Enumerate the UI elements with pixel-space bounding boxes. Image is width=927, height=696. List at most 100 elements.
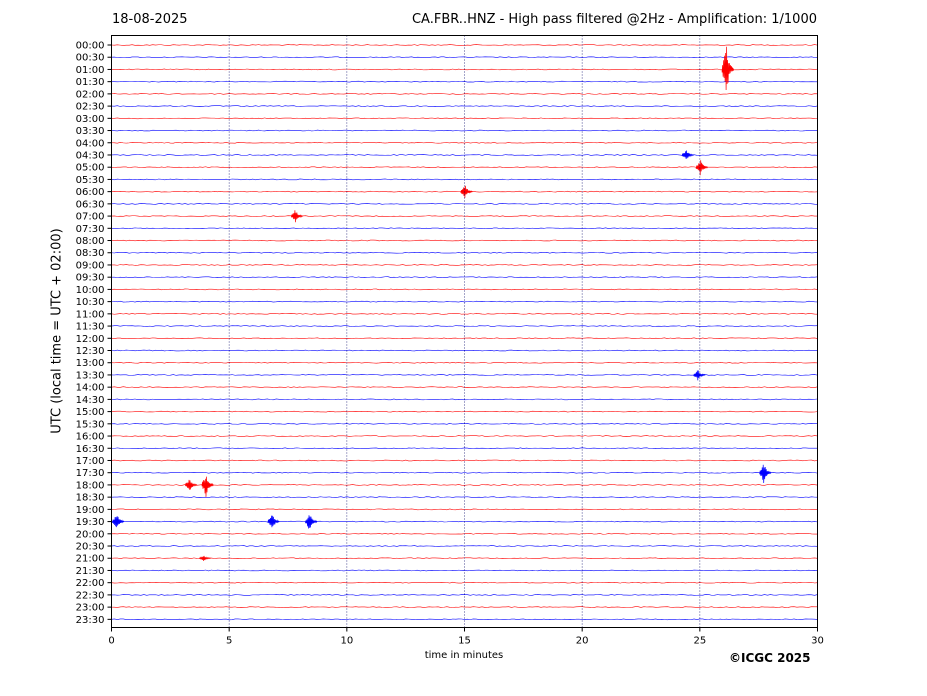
y-tick-label: 11:00: [76, 309, 105, 320]
y-tick-label: 17:30: [76, 468, 105, 479]
event-spike: [695, 160, 709, 176]
grid-lines: [228, 35, 701, 628]
y-tick-label: 12:30: [76, 346, 105, 357]
y-tick-label: 03:00: [76, 114, 105, 125]
trace-0330: [111, 129, 818, 132]
event-spike: [291, 210, 304, 223]
trace-1130: [111, 325, 818, 327]
y-tick-label: 09:30: [76, 273, 105, 284]
event-spike: [199, 555, 212, 561]
y-tick-label: 12:00: [76, 334, 105, 345]
y-tick-label: 08:00: [76, 236, 105, 247]
y-tick-label: 21:30: [76, 566, 105, 577]
trace-0900: [111, 264, 818, 266]
chart-title: CA.FBR..HNZ - High pass filtered @2Hz - …: [411, 12, 817, 27]
trace-1630: [111, 447, 818, 450]
y-tick-label: 07:00: [76, 212, 105, 223]
y-tick-label: 15:00: [76, 407, 105, 418]
event-spike: [693, 370, 706, 381]
y-tick-label: 23:30: [76, 615, 105, 626]
trace-2330: [111, 618, 818, 621]
y-tick-label: 13:00: [76, 358, 105, 369]
y-tick-label: 11:30: [76, 322, 105, 333]
y-tick-label: 06:30: [76, 199, 105, 210]
y-tick-label: 23:00: [76, 603, 105, 614]
event-spike: [759, 464, 772, 484]
y-tick-label: 18:00: [76, 480, 105, 491]
event-spike: [721, 46, 734, 91]
trace-0400: [111, 142, 818, 144]
y-tick-label: 19:30: [76, 517, 105, 528]
trace-0430: [111, 154, 818, 156]
trace-0200: [111, 93, 818, 95]
trace-0230: [111, 105, 818, 107]
trace-2300: [111, 606, 818, 608]
y-tick-label: 20:30: [76, 542, 105, 553]
x-tick-label: 10: [340, 636, 353, 647]
y-tick-label: 05:30: [76, 175, 105, 186]
y-tick-label: 10:00: [76, 285, 105, 296]
x-tick-label: 25: [693, 636, 706, 647]
event-spike: [305, 515, 318, 529]
event-spike: [460, 185, 473, 198]
trace-1100: [111, 313, 818, 315]
event-spike: [201, 476, 214, 497]
event-spike: [681, 150, 694, 160]
y-tick-label: 13:30: [76, 370, 105, 381]
date-label: 18-08-2025: [112, 12, 188, 27]
y-tick-label: 02:00: [76, 89, 105, 100]
y-tick-label: 02:30: [76, 102, 105, 113]
event-spike: [267, 515, 280, 528]
x-ticks: 0 5 10 15 20 25 30: [108, 627, 824, 647]
y-tick-label: 06:00: [76, 187, 105, 198]
copyright-label: ©ICGC 2025: [729, 651, 811, 665]
y-tick-label: 22:00: [76, 578, 105, 589]
x-tick-label: 0: [108, 636, 114, 647]
trace-1830: [111, 496, 818, 498]
y-tick-label: 16:30: [76, 444, 105, 455]
y-tick-label: 07:30: [76, 224, 105, 235]
trace-1000: [111, 288, 818, 291]
trace-1700: [111, 459, 818, 462]
trace-1530: [111, 423, 818, 425]
x-tick-label: 20: [576, 636, 589, 647]
y-tick-label: 18:30: [76, 493, 105, 504]
y-tick-label: 20:00: [76, 529, 105, 540]
y-tick-label: 01:30: [76, 77, 105, 88]
plot-frame: [111, 35, 818, 628]
x-tick-label: 30: [811, 636, 824, 647]
y-tick-label: 08:30: [76, 248, 105, 259]
x-tick-label: 15: [458, 636, 471, 647]
trace-1600: [111, 435, 818, 437]
y-tick-label: 16:00: [76, 432, 105, 443]
y-tick-label: 14:30: [76, 395, 105, 406]
y-tick-label: 22:30: [76, 590, 105, 601]
y-tick-label: 17:00: [76, 456, 105, 467]
event-spike: [185, 479, 198, 490]
y-tick-label: 00:00: [76, 41, 105, 52]
y-tick-label: 10:30: [76, 297, 105, 308]
trace-0930: [111, 276, 818, 278]
y-tick-label: 15:30: [76, 419, 105, 430]
x-axis-label: time in minutes: [424, 650, 504, 661]
trace-2230: [111, 594, 818, 596]
trace-1730: [111, 471, 818, 474]
y-tick-label: 00:30: [76, 53, 105, 64]
trace-1800: [111, 484, 818, 486]
trace-1030: [111, 300, 818, 303]
trace-1230: [111, 349, 818, 352]
y-tick-label: 05:00: [76, 163, 105, 174]
event-spike: [112, 516, 125, 528]
y-tick-label: 19:00: [76, 505, 105, 516]
y-tick-label: 14:00: [76, 383, 105, 394]
y-tick-label: 03:30: [76, 126, 105, 137]
y-tick-label: 04:30: [76, 150, 105, 161]
y-tick-label: 04:00: [76, 138, 105, 149]
y-tick-label: 09:00: [76, 260, 105, 271]
trace-0300: [111, 117, 818, 120]
x-tick-label: 5: [226, 636, 232, 647]
y-tick-label: 21:00: [76, 554, 105, 565]
y-tick-label: 01:00: [76, 65, 105, 76]
